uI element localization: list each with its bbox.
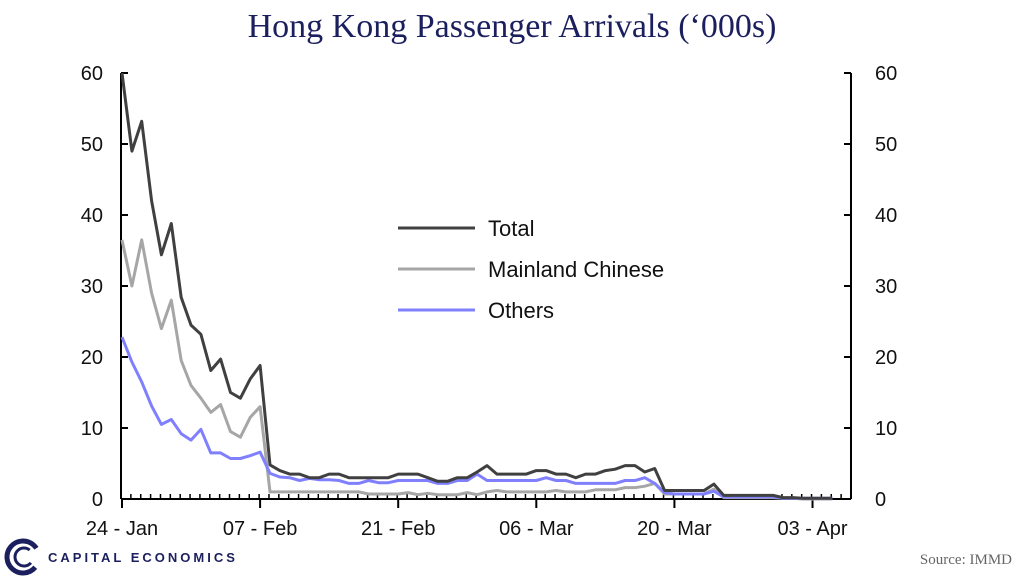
- y-tick-label-right: 10: [875, 418, 897, 440]
- brand: CAPITAL ECONOMICS: [4, 537, 238, 577]
- y-tick-label-left: 20: [81, 347, 103, 369]
- x-tick-label: 07 - Feb: [223, 518, 297, 540]
- y-tick-label-right: 0: [875, 489, 886, 511]
- series-layer: [120, 72, 833, 501]
- y-tick-label-left: 40: [81, 205, 103, 227]
- series-line-others: [120, 336, 833, 500]
- ticks-layer: 0 0 10 10 20 20 30 30 40 40 50 50 60 60 24 - Jan 07 - F…: [81, 63, 898, 540]
- y-tick-label-right: 30: [875, 276, 897, 298]
- series-line-mainland: [120, 238, 833, 501]
- legend-label-total: Total: [488, 216, 534, 241]
- legend: Total Mainland Chinese Others: [398, 216, 664, 323]
- y-tick-label-left: 50: [81, 134, 103, 156]
- y-tick-label-left: 10: [81, 418, 103, 440]
- y-tick-label-left: 0: [92, 489, 103, 511]
- y-tick-label-right: 50: [875, 134, 897, 156]
- brand-name: CAPITAL ECONOMICS: [48, 549, 238, 565]
- x-tick-label: 06 - Mar: [499, 518, 574, 540]
- legend-label-others: Others: [488, 298, 554, 323]
- chart-title: Hong Kong Passenger Arrivals (‘000s): [247, 8, 777, 45]
- capital-economics-logo-icon: [4, 538, 42, 576]
- x-tick-label: 03 - Apr: [778, 518, 848, 540]
- x-tick-label: 20 - Mar: [637, 518, 712, 540]
- source-note: Source: IMMD: [919, 552, 1012, 568]
- y-tick-label-left: 60: [81, 63, 103, 85]
- y-tick-label-right: 20: [875, 347, 897, 369]
- y-tick-label-left: 30: [81, 276, 103, 298]
- x-tick-label: 24 - Jan: [86, 518, 158, 540]
- legend-label-mainland: Mainland Chinese: [488, 257, 664, 282]
- x-tick-label: 21 - Feb: [361, 518, 435, 540]
- y-tick-label-right: 40: [875, 205, 897, 227]
- y-tick-label-right: 60: [875, 63, 897, 85]
- series-line-total: [120, 72, 833, 500]
